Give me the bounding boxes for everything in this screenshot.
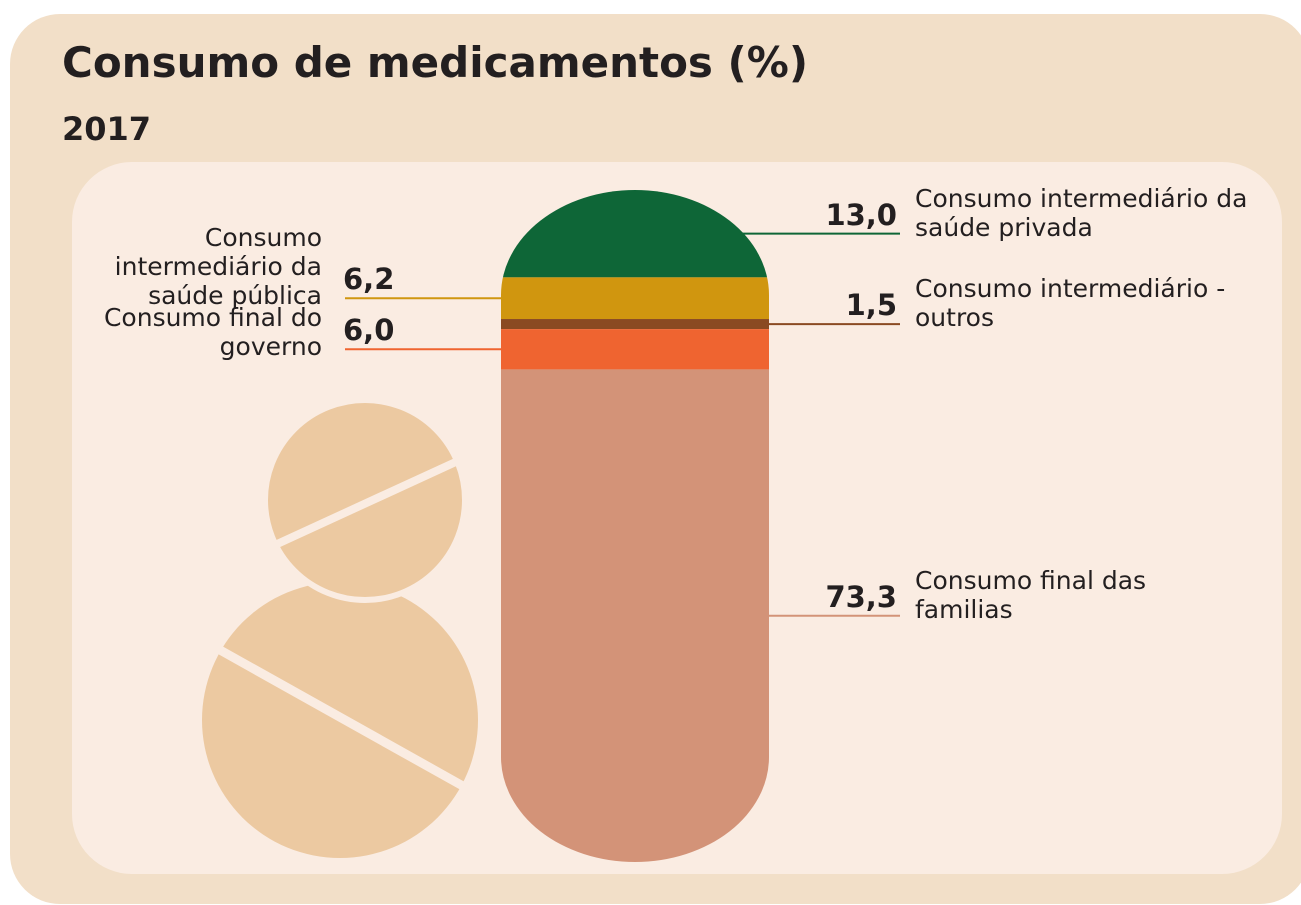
chart (0, 0, 1301, 905)
value-label: 73,3 (825, 582, 897, 612)
chart-title: Consumo de medicamentos (%) (62, 38, 808, 87)
series-label: Consumo final do governo (72, 303, 322, 361)
chart-subtitle: 2017 (62, 110, 151, 148)
value-label: 1,5 (846, 290, 897, 320)
value-label: 6,0 (343, 315, 394, 345)
bar-segment (501, 277, 769, 319)
series-label: Consumo intermediário - outros (915, 274, 1235, 332)
series-label: Consumo intermediário da saúde privada (915, 184, 1255, 242)
bar-segment (501, 369, 769, 862)
bar-segment (501, 329, 769, 369)
value-label: 6,2 (343, 264, 394, 294)
value-label: 13,0 (825, 200, 897, 230)
capsule (501, 190, 769, 862)
series-label: Consumo intermediário da saúde pública (72, 223, 322, 310)
page: Consumo de medicamentos (%) 2017 13,0 Con… (0, 0, 1301, 905)
series-label: Consumo final das familias (915, 566, 1175, 624)
bar-segment (501, 319, 769, 329)
